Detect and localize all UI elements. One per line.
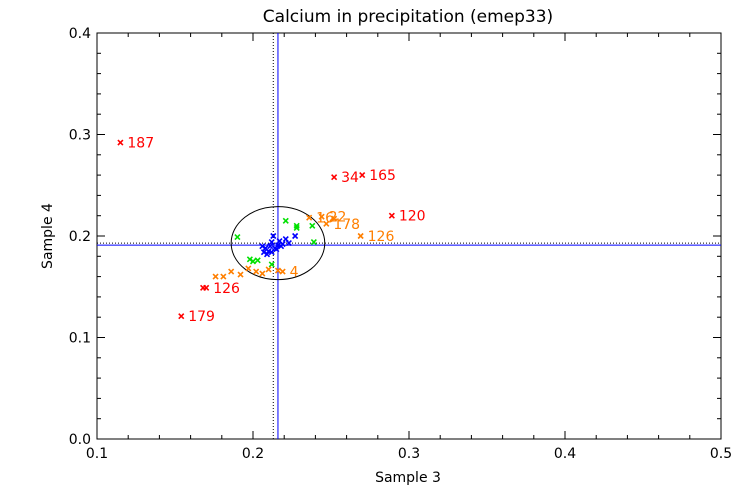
x-tick-label: 0.1	[86, 446, 108, 462]
y-tick-label: 0.4	[69, 26, 91, 42]
data-point	[293, 224, 300, 231]
point-label: 126	[213, 281, 240, 297]
data-point	[357, 232, 364, 240]
data-point	[292, 232, 299, 240]
data-point	[306, 214, 313, 221]
data-point	[265, 266, 272, 273]
point-label: 22	[329, 210, 347, 226]
data-point	[270, 232, 277, 240]
data-point	[279, 241, 286, 248]
y-tick-label: 0.3	[69, 128, 91, 144]
data-point	[254, 257, 261, 264]
data-point	[263, 251, 271, 258]
plot-frame	[96, 32, 722, 440]
point-label: 4	[290, 265, 299, 281]
x-axis-label: Sample 3	[375, 470, 441, 486]
data-point	[359, 172, 366, 179]
point-label: 165	[369, 168, 396, 184]
x-tick-label: 0.3	[398, 446, 420, 462]
data-point	[259, 270, 266, 277]
series-blue	[259, 232, 299, 258]
data-point	[117, 139, 124, 146]
data-point	[234, 233, 241, 241]
data-point	[388, 212, 395, 219]
point-label: 120	[399, 209, 426, 225]
data-point	[268, 239, 275, 246]
data-point	[228, 268, 235, 275]
data-point	[249, 258, 257, 265]
data-point	[267, 243, 274, 250]
confidence-ellipse	[230, 206, 326, 281]
data-point	[268, 249, 275, 256]
data-point	[309, 222, 316, 229]
x-tick-label: 0.5	[710, 446, 732, 462]
point-label: 187	[127, 136, 154, 152]
axis-ticks: 0.1 0.2 0.3 0.4 0.50.00.10.20.30.4	[69, 26, 732, 462]
data-point	[274, 267, 282, 274]
data-point	[331, 174, 338, 181]
data-point	[203, 284, 210, 291]
series-red: 187 179 126 34 165 120	[117, 136, 426, 325]
y-tick-label: 0.0	[69, 432, 91, 448]
series-green	[234, 217, 317, 268]
point-label: 34	[341, 170, 359, 186]
y-tick-label: 0.2	[69, 229, 91, 245]
point-label: 179	[188, 309, 215, 325]
data-point	[318, 213, 325, 220]
data-point	[323, 220, 330, 227]
data-point	[310, 239, 317, 246]
data-point	[331, 215, 338, 222]
confidence-ellipse-layer	[230, 206, 326, 281]
data-point	[285, 240, 292, 247]
data-point	[293, 222, 300, 229]
y-tick-label: 0.1	[69, 331, 91, 347]
data-point	[178, 313, 185, 320]
data-point	[273, 246, 280, 253]
data-point	[282, 217, 289, 224]
data-point	[237, 271, 244, 278]
data-point	[245, 265, 252, 272]
data-point	[220, 273, 227, 280]
reference-lines	[97, 33, 721, 439]
chart-title: Calcium in precipitation (emep33)	[263, 7, 553, 27]
x-tick-label: 0.4	[554, 446, 576, 462]
data-point	[268, 261, 275, 268]
x-tick-label: 0.2	[242, 446, 264, 462]
data-point	[279, 268, 286, 275]
point-label: 126	[368, 229, 395, 245]
data-point	[253, 268, 260, 275]
point-label: 178	[333, 217, 360, 233]
y-axis-label: Sample 4	[40, 203, 56, 269]
data-point	[212, 273, 219, 280]
